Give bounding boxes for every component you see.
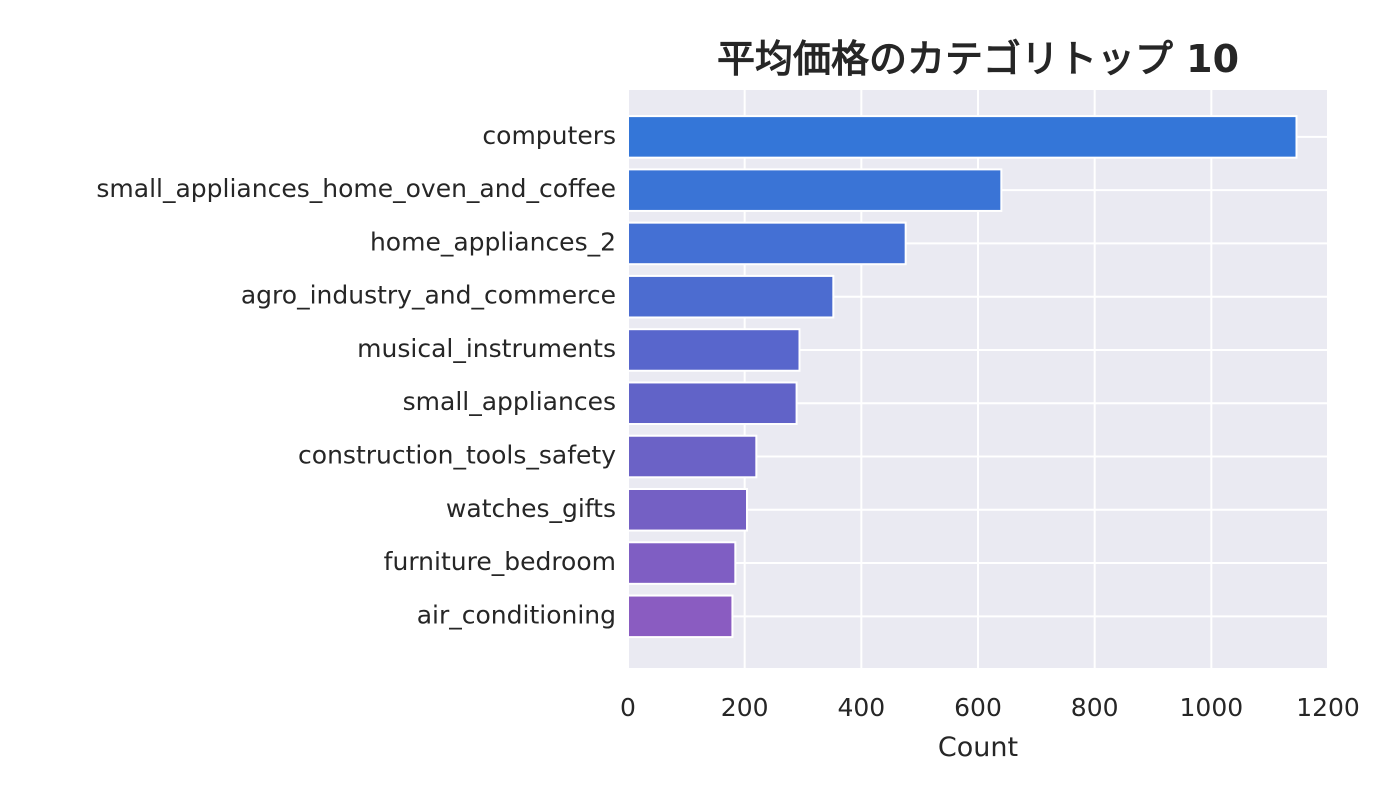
x-tick-label: 0 <box>620 693 636 722</box>
x-tick-label: 800 <box>1071 693 1119 722</box>
bar-small_appliances_home_oven_and_coffee <box>627 168 1003 212</box>
y-tick-label: home_appliances_2 <box>370 227 616 256</box>
y-tick-label: small_appliances_home_oven_and_coffee <box>96 174 616 203</box>
bar-agro_industry_and_commerce <box>627 274 835 319</box>
chart-title: 平均価格のカテゴリトップ 10 <box>717 37 1239 81</box>
bar-watches_gifts <box>627 488 748 532</box>
y-tick-label: musical_instruments <box>357 334 616 363</box>
bar-air_conditioning <box>627 594 734 639</box>
bar-furniture_bedroom <box>627 541 737 585</box>
x-tick-labels: 0 200 400 600 800 1000 1200 <box>620 693 1360 722</box>
y-tick-label: furniture_bedroom <box>384 547 616 576</box>
y-tick-label: computers <box>482 121 616 150</box>
y-tick-label: construction_tools_safety <box>298 441 616 470</box>
x-axis-label: Count <box>938 732 1018 763</box>
y-tick-label: air_conditioning <box>417 600 616 629</box>
x-tick-label: 200 <box>721 693 769 722</box>
bar-small_appliances <box>627 381 798 426</box>
x-tick-label: 600 <box>954 693 1002 722</box>
bars <box>627 115 1298 639</box>
y-tick-labels: computers small_appliances_home_oven_and_… <box>96 121 616 629</box>
x-tick-label: 1000 <box>1180 693 1244 722</box>
bar-musical_instruments <box>627 328 801 372</box>
x-tick-label: 400 <box>837 693 885 722</box>
bar-construction_tools_safety <box>627 434 758 479</box>
y-tick-label: watches_gifts <box>446 494 616 523</box>
bar-computers <box>627 115 1298 159</box>
y-tick-label: agro_industry_and_commerce <box>241 281 616 310</box>
x-tick-label: 1200 <box>1296 693 1360 722</box>
bar-home_appliances_2 <box>627 221 907 266</box>
y-tick-label: small_appliances <box>403 387 616 416</box>
